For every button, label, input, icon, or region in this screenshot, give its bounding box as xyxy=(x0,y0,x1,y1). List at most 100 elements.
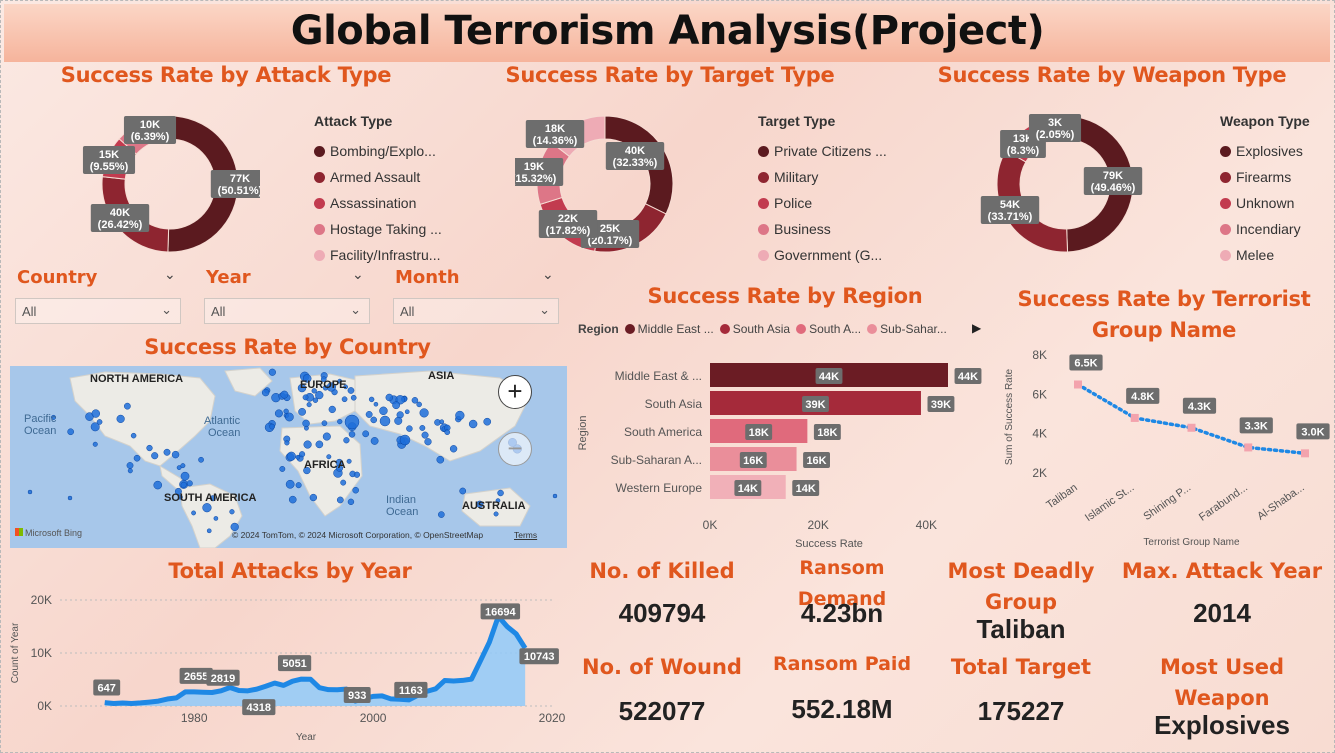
map-data-point[interactable] xyxy=(368,396,375,403)
map-data-point[interactable] xyxy=(392,401,401,410)
legend-item[interactable]: Explosives xyxy=(1220,138,1310,164)
map-data-point[interactable] xyxy=(438,511,445,518)
year-slicer-dropdown[interactable]: All ⌄ xyxy=(204,298,370,324)
map-data-point[interactable] xyxy=(449,445,458,453)
map-data-point[interactable] xyxy=(297,383,307,393)
map-data-point[interactable] xyxy=(335,464,344,472)
map-terms-link[interactable]: Terms xyxy=(514,530,538,540)
map-data-point[interactable] xyxy=(455,410,465,421)
map-data-point[interactable] xyxy=(92,441,98,447)
map-data-point[interactable] xyxy=(370,437,379,445)
legend-item[interactable]: Private Citizens ... xyxy=(758,138,887,164)
map-data-point[interactable] xyxy=(299,451,306,458)
map-data-point[interactable] xyxy=(51,414,57,420)
legend-item[interactable]: Incendiary xyxy=(1220,216,1310,242)
country-slicer-dropdown[interactable]: All ⌄ xyxy=(15,298,181,324)
map-data-point[interactable] xyxy=(302,394,309,401)
map-data-point[interactable] xyxy=(436,455,445,464)
map-data-point[interactable] xyxy=(421,431,429,439)
group-point[interactable] xyxy=(1301,449,1309,458)
map-data-point[interactable] xyxy=(261,388,270,397)
legend-item[interactable]: Assassination xyxy=(314,190,442,216)
map-data-point[interactable] xyxy=(176,465,182,470)
map-data-point[interactable] xyxy=(399,434,411,446)
map-data-point[interactable] xyxy=(315,390,324,400)
map-data-point[interactable] xyxy=(424,438,432,446)
map-data-point[interactable] xyxy=(336,496,344,504)
month-slicer-dropdown[interactable]: All ⌄ xyxy=(393,298,559,324)
map-data-point[interactable] xyxy=(394,416,403,425)
group-point[interactable] xyxy=(1130,413,1139,422)
map-data-point[interactable] xyxy=(419,408,429,418)
donut-slice[interactable] xyxy=(167,115,239,253)
map-data-point[interactable] xyxy=(163,448,171,456)
map-data-point[interactable] xyxy=(370,416,378,424)
map-data-point[interactable] xyxy=(116,414,125,423)
map-data-point[interactable] xyxy=(322,432,331,441)
map-data-point[interactable] xyxy=(67,495,73,501)
map-data-point[interactable] xyxy=(209,495,216,502)
map-data-point[interactable] xyxy=(286,451,296,461)
map-data-point[interactable] xyxy=(495,498,501,503)
legend-item[interactable]: Police xyxy=(758,190,887,216)
map-data-point[interactable] xyxy=(328,405,336,414)
map-data-point[interactable] xyxy=(468,419,478,429)
group-point[interactable] xyxy=(1244,443,1253,452)
map-data-point[interactable] xyxy=(198,456,204,463)
legend-item[interactable]: Hostage Taking ... xyxy=(314,216,442,242)
legend-item[interactable]: Government (G... xyxy=(758,242,887,268)
map-data-point[interactable] xyxy=(298,407,306,416)
zoom-in-button[interactable]: + xyxy=(498,375,532,409)
map-data-point[interactable] xyxy=(444,429,451,436)
map-data-point[interactable] xyxy=(295,482,302,489)
map-data-point[interactable] xyxy=(337,418,343,425)
legend-item[interactable]: Bombing/Explo... xyxy=(314,138,442,164)
map-data-point[interactable] xyxy=(439,419,445,425)
map-data-point[interactable] xyxy=(90,422,100,432)
legend-item[interactable]: Military xyxy=(758,164,887,190)
map-data-point[interactable] xyxy=(347,498,355,506)
group-point[interactable] xyxy=(1074,380,1082,389)
map-data-point[interactable] xyxy=(126,462,134,469)
map-data-point[interactable] xyxy=(27,489,33,495)
attack-type-donut-chart[interactable]: 77K(50.51%) 40K(26.42%) 15K(9.55%) 10K(6.39… xyxy=(80,104,260,262)
attacks-by-year-area-chart[interactable]: 0K 10K 20K 647 2655 2819 4318 5051 933 1163 16694 1… xyxy=(5,588,575,748)
map-data-point[interactable] xyxy=(279,465,286,472)
map-data-point[interactable] xyxy=(493,511,499,517)
year-line[interactable] xyxy=(104,613,528,707)
map-data-point[interactable] xyxy=(180,481,187,488)
map-data-point[interactable] xyxy=(127,468,133,474)
map-data-point[interactable] xyxy=(153,480,163,490)
map-data-point[interactable] xyxy=(67,428,74,436)
map-data-point[interactable] xyxy=(280,390,289,399)
map-data-point[interactable] xyxy=(96,419,103,425)
map-data-point[interactable] xyxy=(151,452,159,460)
map-data-point[interactable] xyxy=(123,402,131,410)
chevron-down-icon[interactable]: ⌄ xyxy=(542,266,554,282)
map-data-point[interactable] xyxy=(306,402,312,408)
legend-item[interactable]: Business xyxy=(758,216,887,242)
map-data-point[interactable] xyxy=(133,454,141,462)
legend-item[interactable]: Melee xyxy=(1220,242,1310,268)
legend-label[interactable]: Middle East ... xyxy=(637,322,714,336)
map-data-point[interactable] xyxy=(309,493,318,502)
map-data-point[interactable] xyxy=(416,401,422,408)
map-data-point[interactable] xyxy=(404,409,410,415)
map-data-point[interactable] xyxy=(341,396,348,403)
chevron-down-icon[interactable]: ⌄ xyxy=(164,266,176,282)
map-data-point[interactable] xyxy=(326,382,336,392)
map-data-point[interactable] xyxy=(312,397,319,403)
map-data-point[interactable] xyxy=(230,522,239,532)
map-data-point[interactable] xyxy=(302,419,310,428)
map-data-point[interactable] xyxy=(483,417,492,426)
map-data-point[interactable] xyxy=(476,500,484,508)
map-data-point[interactable] xyxy=(315,440,324,449)
map-data-point[interactable] xyxy=(304,425,309,431)
map-data-point[interactable] xyxy=(303,440,312,449)
chevron-down-icon[interactable]: ⌄ xyxy=(352,266,364,282)
map-data-point[interactable] xyxy=(303,466,311,475)
map-data-points[interactable] xyxy=(27,368,558,534)
map-data-point[interactable] xyxy=(346,458,352,464)
map-data-point[interactable] xyxy=(146,444,153,452)
map-data-point[interactable] xyxy=(411,397,419,404)
